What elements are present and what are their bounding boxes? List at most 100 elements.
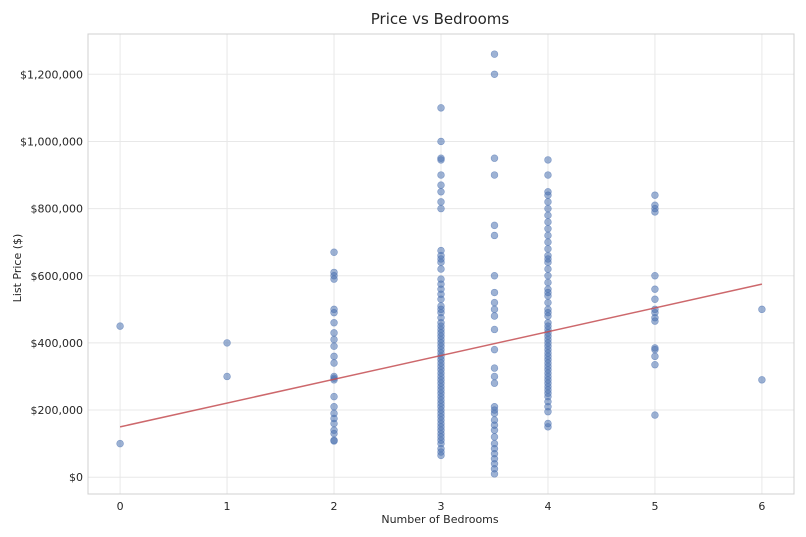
y-tick-label: $400,000 — [31, 337, 84, 350]
data-point — [330, 329, 338, 337]
data-point — [544, 225, 552, 233]
data-point — [651, 208, 659, 216]
data-point — [116, 322, 124, 330]
data-point — [490, 426, 499, 434]
data-point — [223, 339, 231, 347]
data-point — [490, 50, 499, 58]
data-point — [437, 104, 445, 112]
data-point — [544, 231, 552, 240]
data-point — [651, 345, 659, 354]
data-point — [544, 204, 552, 213]
data-point — [490, 221, 499, 230]
scatter-points — [116, 50, 766, 478]
data-point — [437, 295, 445, 303]
data-point — [544, 408, 552, 416]
y-tick-label: $600,000 — [31, 270, 84, 283]
data-point — [330, 352, 338, 361]
data-point — [437, 451, 445, 460]
data-point — [544, 191, 552, 199]
data-point — [651, 272, 659, 280]
data-point — [330, 392, 338, 401]
data-point — [330, 248, 338, 256]
x-tick-label: 4 — [544, 500, 551, 513]
data-point — [223, 372, 231, 381]
data-point — [544, 258, 552, 267]
plot-frame — [87, 33, 795, 495]
data-point — [651, 191, 659, 199]
data-point — [437, 181, 445, 189]
data-point — [116, 439, 124, 448]
data-point — [544, 278, 552, 287]
data-point — [330, 429, 338, 438]
data-point — [544, 298, 552, 307]
y-tick-label: $800,000 — [31, 203, 84, 216]
data-point — [490, 379, 499, 387]
data-point — [437, 156, 445, 164]
data-point — [651, 411, 659, 419]
data-point — [437, 171, 445, 179]
data-point — [544, 198, 552, 206]
data-point — [490, 433, 499, 441]
data-point — [437, 198, 445, 206]
data-point — [490, 372, 499, 381]
data-point — [490, 154, 499, 162]
data-point — [437, 265, 445, 273]
data-point — [544, 245, 552, 253]
x-tick-label: 6 — [758, 500, 765, 513]
data-point — [490, 409, 499, 418]
y-tick-labels: $0 $200,000 $400,000 $600,000 $800,000 $1,000… — [20, 68, 83, 484]
data-point — [544, 312, 552, 320]
x-tick-label: 3 — [438, 500, 445, 513]
data-point — [490, 364, 499, 372]
data-point — [544, 238, 552, 246]
trend-line — [119, 283, 763, 428]
data-point — [544, 156, 552, 164]
data-point — [544, 211, 552, 220]
data-point — [758, 305, 766, 314]
x-tick-label: 1 — [224, 500, 231, 513]
data-point — [330, 419, 338, 428]
data-point — [651, 352, 659, 361]
data-point — [330, 319, 338, 327]
x-tick-label: 5 — [651, 500, 658, 513]
data-point — [544, 292, 552, 300]
data-point — [437, 137, 445, 146]
data-point — [330, 437, 338, 445]
data-point — [544, 171, 552, 179]
data-point — [330, 275, 338, 283]
data-point — [490, 298, 499, 307]
data-point — [490, 325, 499, 334]
data-point — [490, 305, 499, 314]
data-point — [651, 317, 659, 325]
x-tick-labels: 0 1 2 3 4 5 6 — [117, 500, 766, 513]
data-point — [544, 272, 552, 280]
data-point — [490, 231, 499, 240]
data-point — [330, 308, 338, 317]
data-point — [544, 265, 552, 273]
data-point — [490, 171, 499, 179]
y-tick-label: $200,000 — [31, 404, 84, 417]
y-tick-label: $0 — [69, 471, 83, 484]
data-point — [758, 376, 766, 384]
data-point — [437, 204, 445, 213]
data-point — [330, 342, 338, 350]
data-point — [544, 423, 552, 431]
data-point — [490, 345, 499, 354]
data-point — [490, 70, 499, 78]
x-axis-label: Number of Bedrooms — [381, 513, 499, 526]
data-point — [437, 188, 445, 196]
x-tick-label: 0 — [117, 500, 124, 513]
data-point — [544, 218, 552, 226]
data-point — [490, 312, 499, 320]
x-tick-label: 2 — [331, 500, 338, 513]
y-tick-label: $1,200,000 — [20, 68, 83, 81]
data-point — [651, 361, 659, 369]
chart-title: Price vs Bedrooms — [371, 10, 510, 28]
data-point — [490, 470, 499, 478]
y-tick-label: $1,000,000 — [20, 135, 83, 148]
data-point — [330, 335, 338, 344]
y-axis-label: List Price ($) — [11, 234, 24, 303]
data-point — [437, 258, 445, 267]
data-point — [490, 272, 499, 280]
